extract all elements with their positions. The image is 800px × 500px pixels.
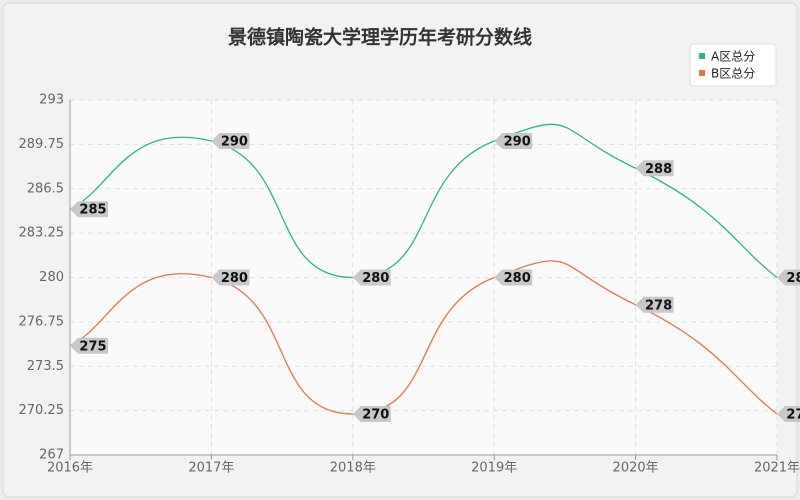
data-label-tag — [777, 269, 800, 286]
data-label: 280 — [504, 271, 531, 286]
y-tick-label: 293 — [39, 93, 64, 108]
data-label-tag — [635, 160, 674, 177]
x-tick-label: 2018年 — [330, 461, 376, 476]
data-label-tag — [352, 406, 391, 423]
data-label: 278 — [645, 298, 672, 313]
data-label-tag — [70, 337, 108, 354]
x-tick-label: 2020年 — [613, 461, 659, 476]
data-label-tag — [494, 269, 533, 286]
y-tick-label: 283.25 — [19, 226, 65, 241]
data-label: 280 — [362, 271, 389, 286]
x-tick-label: 2016年 — [47, 461, 93, 476]
y-tick-label: 267 — [39, 448, 64, 463]
y-tick-label: 286.5 — [27, 181, 64, 196]
y-tick-label: 289.75 — [19, 137, 65, 152]
data-label: 280 — [221, 271, 248, 286]
data-label-tag — [494, 132, 533, 149]
legend-label: B区总分 — [711, 67, 755, 81]
data-label-tag — [70, 201, 108, 218]
chart-title: 景德镇陶瓷大学理学历年考研分数线 — [228, 26, 532, 49]
legend-label: A区总分 — [711, 50, 755, 64]
y-tick-label: 273.5 — [27, 359, 64, 374]
data-label-tag — [211, 132, 250, 149]
data-label: 285 — [79, 203, 106, 218]
data-label-tag — [635, 296, 674, 313]
data-label: 288 — [645, 162, 672, 177]
data-label: 270 — [786, 408, 800, 423]
y-tick-label: 270.25 — [19, 403, 65, 418]
data-label: 290 — [504, 134, 531, 149]
y-tick-label: 276.75 — [19, 314, 65, 329]
data-label: 270 — [362, 408, 389, 423]
legend-marker — [699, 70, 705, 76]
data-label: 280 — [786, 271, 800, 286]
data-label-tag — [211, 269, 250, 286]
legend-marker — [699, 53, 705, 59]
x-tick-label: 2017年 — [188, 461, 234, 476]
x-tick-label: 2019年 — [471, 461, 517, 476]
data-label: 275 — [79, 339, 106, 354]
data-label: 290 — [221, 134, 248, 149]
data-label-tag — [777, 406, 800, 423]
x-tick-label: 2021年 — [754, 461, 800, 476]
legend — [689, 43, 777, 87]
data-label-tag — [352, 269, 391, 286]
y-tick-label: 280 — [39, 270, 64, 285]
